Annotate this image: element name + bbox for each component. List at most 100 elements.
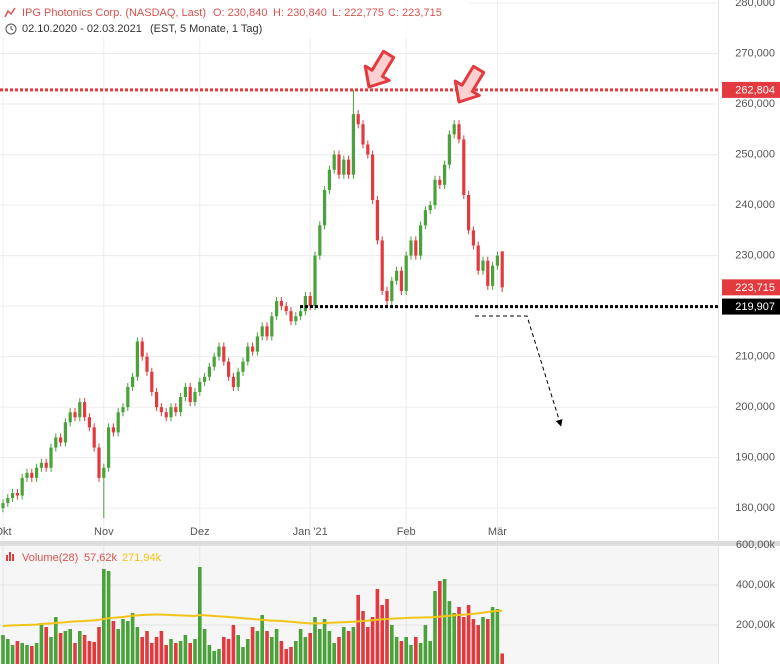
candle-body: [188, 386, 192, 403]
volume-bar: [30, 646, 34, 664]
volume-bar: [370, 617, 375, 664]
y-tick-label: 280,000: [735, 0, 775, 9]
candle-body: [155, 391, 159, 408]
volume-bar: [97, 627, 101, 664]
level-label-bg: [722, 81, 780, 98]
candle-body: [255, 336, 259, 352]
title: IPG Photonics Corp. (NASDAQ, Last): [22, 7, 206, 19]
candle-body: [265, 326, 269, 337]
volume-bar: [418, 643, 423, 664]
volume-bar: [380, 605, 384, 664]
volume-bar: [193, 639, 197, 664]
panel-separator: [0, 541, 780, 546]
volume-bar: [356, 595, 360, 664]
volume-bar: [140, 637, 144, 664]
candle-body: [419, 225, 423, 256]
candle-body: [423, 210, 427, 226]
candle-body: [279, 301, 283, 307]
volume-bar: [250, 627, 255, 664]
candle-body: [198, 381, 202, 392]
volume-bar: [270, 637, 274, 664]
candle-body: [25, 472, 29, 478]
volume-bar: [116, 629, 120, 664]
candle-body: [164, 412, 168, 418]
ohlc-low: L: 222,775: [332, 7, 384, 19]
candle-body: [20, 477, 24, 496]
y-tick-label: 250,000: [735, 148, 775, 160]
marks: [0, 88, 718, 664]
volume-bar: [500, 653, 504, 664]
candle-body: [404, 255, 408, 291]
candle-body: [35, 467, 39, 478]
volume-bar: [294, 641, 298, 664]
candle-body: [447, 134, 451, 165]
volume-bar: [20, 643, 24, 664]
candle-body: [15, 493, 19, 496]
volume-bar: [390, 625, 394, 664]
volume-bar: [438, 581, 442, 664]
candle-body: [457, 124, 461, 140]
candle-body: [102, 467, 106, 478]
volume-bar: [207, 645, 212, 664]
projection-arrow: [475, 315, 563, 427]
candle-body: [481, 260, 485, 271]
y-tick-label: 240,000: [735, 199, 775, 211]
candle-body: [409, 240, 413, 256]
volume-bar: [92, 642, 96, 664]
volume-bar: [78, 631, 82, 664]
volume-bar: [265, 631, 269, 664]
volume-bar: [164, 645, 168, 664]
candle-body: [500, 251, 504, 288]
x-tick-label: Nov: [94, 526, 114, 538]
candle-body: [174, 407, 178, 413]
volume-bar: [111, 621, 116, 664]
volume-legend: Volume(28): [22, 552, 78, 564]
last-price-bg: [722, 279, 780, 296]
candle-body: [299, 311, 303, 317]
candle-body: [140, 341, 144, 357]
volume-bar: [486, 619, 490, 664]
volume-bar: [399, 641, 404, 664]
clock-icon: [5, 23, 17, 35]
volume-bar: [82, 635, 87, 664]
candle-body: [135, 341, 139, 377]
candle-body: [395, 270, 399, 281]
candle-body: [380, 240, 384, 291]
volume-bar: [44, 627, 48, 664]
candle-body: [294, 316, 298, 322]
volume-bar: [308, 633, 312, 664]
volume-bar: [490, 607, 495, 664]
candle-body: [361, 124, 365, 145]
candle-body: [59, 437, 63, 443]
y-tick-label: 600,00k: [736, 539, 776, 551]
volume-bar: [126, 621, 130, 664]
candle-body: [438, 179, 442, 185]
candle-body: [308, 296, 312, 307]
candle-body: [212, 356, 216, 367]
candle-body: [222, 346, 226, 362]
candle-body: [375, 200, 379, 241]
volume-bar: [241, 647, 245, 664]
volume-bar: [481, 617, 485, 664]
candle-body: [342, 159, 346, 175]
volume-bar: [442, 579, 447, 664]
volume-bar: [25, 645, 29, 664]
level-label: 219,907: [735, 301, 775, 313]
ohlc-high: H: 230,840: [273, 7, 327, 19]
candle-body: [203, 376, 207, 382]
ohlc-close: C: 223,715: [388, 7, 442, 19]
candle-body: [145, 356, 149, 372]
candle-body: [241, 361, 245, 372]
candle-body: [414, 240, 418, 256]
candle-body: [73, 412, 77, 418]
x-tick-label: Feb: [397, 526, 416, 538]
last-price-label: 223,715: [735, 282, 775, 294]
volume-bar: [236, 635, 240, 664]
volume-bar: [313, 617, 317, 664]
volume-ma-line: [2, 609, 503, 627]
volume-bar: [423, 625, 428, 664]
candle-body: [49, 447, 53, 468]
volume-bar: [433, 591, 437, 664]
candle-body: [30, 472, 34, 478]
candle-body: [131, 376, 135, 387]
